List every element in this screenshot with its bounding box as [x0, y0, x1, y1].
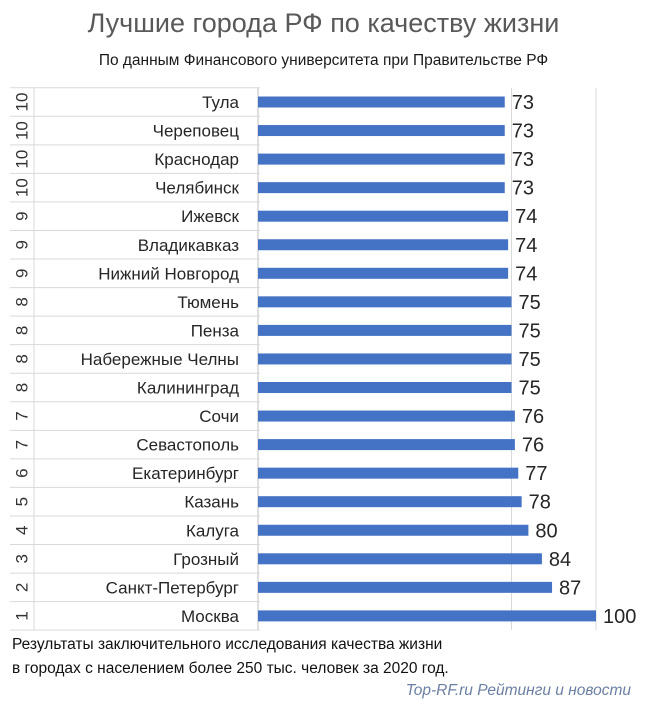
rank-label: 2 [13, 583, 32, 592]
bar [258, 610, 596, 622]
value-label: 74 [515, 206, 537, 228]
value-label: 75 [519, 378, 541, 400]
value-label: 78 [529, 492, 551, 514]
city-label: Череповец [153, 122, 240, 141]
value-label: 100 [603, 606, 636, 628]
bar [258, 267, 509, 279]
bar [258, 553, 542, 565]
city-label: Екатеринбург [132, 464, 239, 483]
rank-label: 8 [13, 297, 32, 306]
bar [258, 239, 509, 251]
bar [258, 324, 512, 336]
city-label: Владикавказ [138, 236, 240, 255]
city-label: Калининград [137, 379, 239, 398]
city-label: Сочи [199, 407, 239, 426]
rank-label: 8 [13, 354, 32, 363]
value-label: 73 [512, 92, 534, 114]
bar [258, 125, 505, 137]
rank-label: 10 [13, 121, 32, 140]
value-label: 75 [519, 349, 541, 371]
city-label: Челябинск [155, 179, 239, 198]
bar [258, 182, 505, 194]
rank-label: 8 [13, 383, 32, 392]
rank-label: 3 [13, 554, 32, 563]
bar [258, 496, 522, 508]
rank-label: 10 [13, 93, 32, 112]
value-label: 74 [515, 235, 537, 257]
value-label: 87 [559, 577, 581, 599]
rank-label: 9 [13, 240, 32, 249]
value-label: 75 [519, 320, 541, 342]
city-label: Набережные Челны [81, 350, 239, 369]
city-label: Москва [181, 607, 240, 626]
city-label: Тюмень [177, 293, 239, 312]
footer-line-1: Результаты заключительного исследования … [12, 636, 443, 653]
bar [258, 153, 505, 165]
chart-title: Лучшие города РФ по качеству жизни [87, 8, 560, 38]
bar [258, 296, 512, 308]
rank-label: 7 [13, 440, 32, 449]
value-label: 73 [512, 121, 534, 143]
city-label: Грозный [173, 550, 239, 569]
city-label: Ижевск [181, 207, 239, 226]
value-label: 80 [535, 520, 557, 542]
value-label: 73 [512, 149, 534, 171]
city-label: Нижний Новгород [98, 264, 239, 283]
rank-label: 1 [13, 611, 32, 620]
city-label: Тула [202, 93, 239, 112]
bar [258, 353, 512, 365]
rank-label: 6 [13, 468, 32, 477]
city-label: Пенза [191, 321, 240, 340]
value-label: 73 [512, 178, 534, 200]
value-label: 74 [515, 263, 537, 285]
value-label: 75 [519, 292, 541, 314]
rank-label: 9 [13, 269, 32, 278]
bar [258, 96, 505, 108]
bar [258, 467, 519, 479]
chart-subtitle: По данным Финансового университета при П… [98, 52, 549, 69]
city-label: Севастополь [136, 436, 239, 455]
city-label: Санкт-Петербург [106, 578, 239, 597]
bar [258, 210, 509, 222]
bar [258, 581, 553, 593]
bars [258, 96, 596, 622]
bar [258, 410, 515, 422]
rank-label: 8 [13, 326, 32, 335]
value-label: 76 [522, 435, 544, 457]
rank-label: 10 [13, 178, 32, 197]
source-credit: Top-RF.ru Рейтинги и новости [405, 682, 631, 699]
footer-line-2: в городах с населением более 250 тыс. че… [12, 660, 449, 677]
rank-label: 5 [13, 497, 32, 506]
city-label: Калуга [186, 521, 240, 540]
rank-label: 10 [13, 150, 32, 169]
rank-label: 9 [13, 211, 32, 220]
city-label: Казань [184, 493, 239, 512]
value-label: 84 [549, 549, 571, 571]
value-label: 76 [522, 406, 544, 428]
footer-note: Результаты заключительного исследования … [12, 633, 449, 681]
bar [258, 439, 515, 451]
city-label: Краснодар [154, 150, 239, 169]
rank-label: 4 [13, 526, 32, 535]
bar [258, 524, 529, 536]
value-label: 77 [525, 463, 547, 485]
bar [258, 382, 512, 393]
rank-label: 7 [13, 411, 32, 420]
